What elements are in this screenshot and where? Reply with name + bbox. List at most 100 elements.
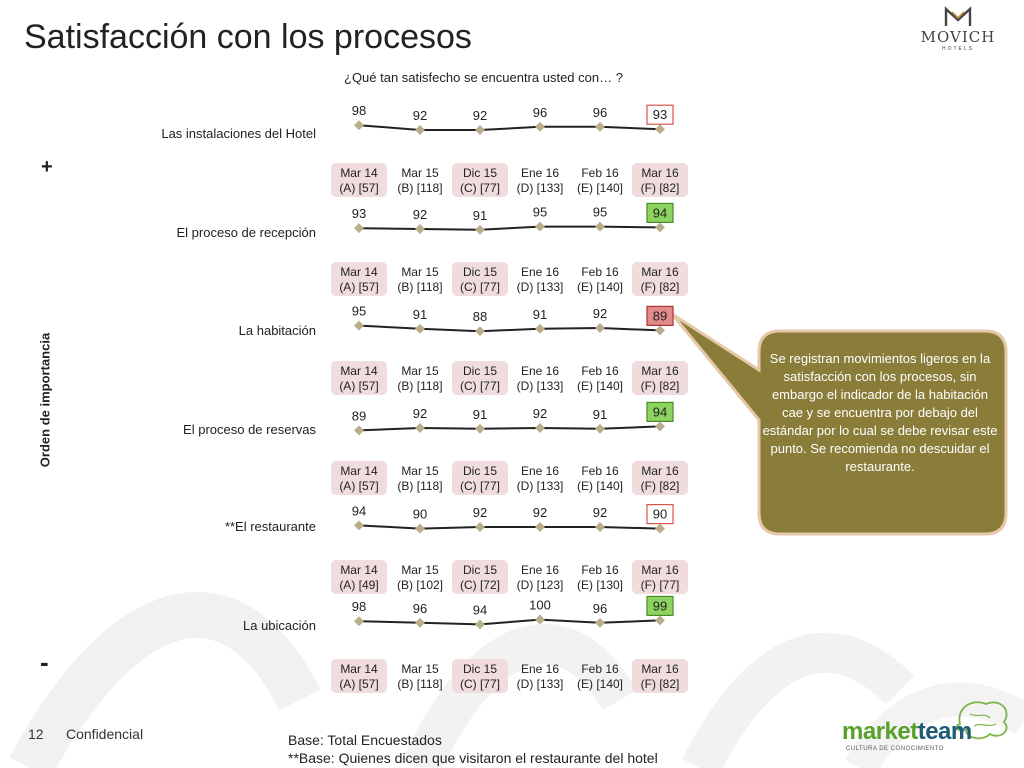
- period-label-5-0: Mar 14: [340, 662, 378, 676]
- data-point-1-4: [595, 221, 605, 232]
- base-note-total: Base: Total Encuestados: [288, 732, 442, 748]
- period-label-4-4: Feb 16: [581, 563, 619, 577]
- period-box-5-0: [331, 659, 387, 693]
- data-label-3-1: 92: [413, 406, 427, 421]
- callout-bubble: [670, 312, 1008, 536]
- series-line-0: [358, 124, 661, 131]
- period-box-0-5: [632, 163, 688, 197]
- period-box-4-0: [331, 560, 387, 594]
- data-label-1-3: 95: [533, 205, 547, 220]
- period-base-0-1: (B) [118]: [397, 181, 442, 195]
- period-base-4-1: (B) [102]: [397, 578, 443, 592]
- last-value-box-0: [646, 104, 674, 125]
- series-line-2: [358, 324, 661, 333]
- period-box-2-0: [331, 361, 387, 395]
- data-label-1-1: 92: [413, 207, 427, 222]
- period-base-0-5: (F) [82]: [641, 181, 680, 195]
- data-label-2-3: 91: [533, 307, 547, 322]
- page-title: Satisfacción con los procesos: [24, 18, 472, 56]
- period-label-2-3: Ene 16: [521, 364, 559, 378]
- data-point-0-0: [354, 120, 364, 131]
- period-base-2-2: (C) [77]: [460, 379, 500, 393]
- data-point-4-1: [415, 523, 425, 534]
- data-point-3-4: [595, 423, 605, 434]
- row-label-instalaciones: Las instalaciones del Hotel: [161, 126, 316, 141]
- period-base-1-4: (E) [140]: [577, 280, 623, 294]
- period-box-3-5: [632, 461, 688, 495]
- movich-logo: MOVICH HOTELS: [918, 6, 998, 52]
- data-label-3-3: 92: [533, 406, 547, 421]
- data-point-4-5: [655, 523, 665, 534]
- period-box-1-0: [331, 262, 387, 296]
- data-point-5-1: [415, 617, 425, 628]
- data-point-1-0: [354, 223, 364, 234]
- last-value-box-5: [646, 595, 674, 617]
- data-point-4-4: [595, 522, 605, 532]
- period-box-4-2: [452, 560, 508, 594]
- data-point-4-2: [475, 522, 485, 532]
- period-label-3-3: Ene 16: [521, 464, 559, 478]
- period-base-2-5: (F) [82]: [641, 379, 680, 393]
- last-value-box-4: [646, 504, 674, 525]
- period-label-3-4: Feb 16: [581, 464, 619, 478]
- data-label-0-2: 92: [473, 108, 487, 123]
- period-box-2-5: [632, 361, 688, 395]
- period-box-2-2: [452, 361, 508, 395]
- period-base-2-0: (A) [57]: [339, 379, 378, 393]
- data-label-2-5: 89: [653, 308, 667, 323]
- brain-icon: [955, 701, 1008, 740]
- importance-top-marker: +: [41, 156, 53, 178]
- base-note-restaurant: **Base: Quienes dicen que visitaron el r…: [288, 750, 658, 766]
- period-base-2-3: (D) [133]: [517, 379, 564, 393]
- period-box-4-5: [632, 560, 688, 594]
- data-label-1-0: 93: [352, 206, 366, 221]
- period-base-5-2: (C) [77]: [460, 677, 500, 691]
- period-label-5-3: Ene 16: [521, 662, 559, 676]
- period-label-5-4: Feb 16: [581, 662, 619, 676]
- period-base-3-3: (D) [133]: [517, 479, 564, 493]
- period-label-2-1: Mar 15: [401, 364, 439, 378]
- data-label-1-4: 95: [593, 205, 607, 220]
- data-point-0-1: [415, 125, 425, 135]
- data-label-4-5: 90: [653, 507, 667, 522]
- period-base-1-5: (F) [82]: [641, 280, 680, 294]
- data-label-4-3: 92: [533, 505, 547, 520]
- period-base-2-1: (B) [118]: [397, 379, 442, 393]
- data-label-5-3: 100: [529, 598, 551, 613]
- data-point-2-0: [354, 320, 364, 331]
- series-line-4: [358, 524, 661, 530]
- data-point-3-1: [415, 423, 425, 433]
- base-note: Base: Total Encuestados **Base: Quienes …: [288, 731, 658, 767]
- period-label-5-2: Dic 15: [463, 662, 497, 676]
- data-point-5-0: [354, 616, 364, 627]
- period-label-0-1: Mar 15: [401, 166, 439, 180]
- period-box-1-5: [632, 262, 688, 296]
- data-label-4-1: 90: [413, 507, 427, 522]
- period-box-5-2: [452, 659, 508, 693]
- series-line-5: [358, 618, 661, 626]
- period-label-4-2: Dic 15: [463, 563, 497, 577]
- data-point-0-4: [595, 121, 605, 132]
- data-point-5-5: [655, 615, 665, 626]
- period-base-4-4: (E) [130]: [577, 578, 623, 592]
- period-base-4-5: (F) [77]: [641, 578, 680, 592]
- callout-text: Se registran movimientos ligeros en la s…: [762, 351, 998, 474]
- period-base-3-4: (E) [140]: [577, 479, 623, 493]
- series-line-1: [358, 225, 661, 231]
- period-label-1-2: Dic 15: [463, 265, 497, 279]
- movich-m-icon: [944, 6, 972, 26]
- period-label-3-0: Mar 14: [340, 464, 378, 478]
- logo-sub: HOTELS: [941, 46, 974, 52]
- last-value-box-3: [646, 401, 674, 422]
- period-base-0-4: (E) [140]: [577, 181, 623, 195]
- data-point-5-3: [535, 614, 545, 625]
- data-point-2-1: [415, 323, 425, 334]
- data-label-2-1: 91: [413, 307, 427, 322]
- data-point-2-4: [595, 323, 605, 333]
- data-label-2-0: 95: [352, 304, 366, 319]
- logo-name: MOVICH: [920, 28, 996, 46]
- data-label-0-4: 96: [593, 105, 607, 120]
- data-label-3-4: 91: [593, 407, 607, 422]
